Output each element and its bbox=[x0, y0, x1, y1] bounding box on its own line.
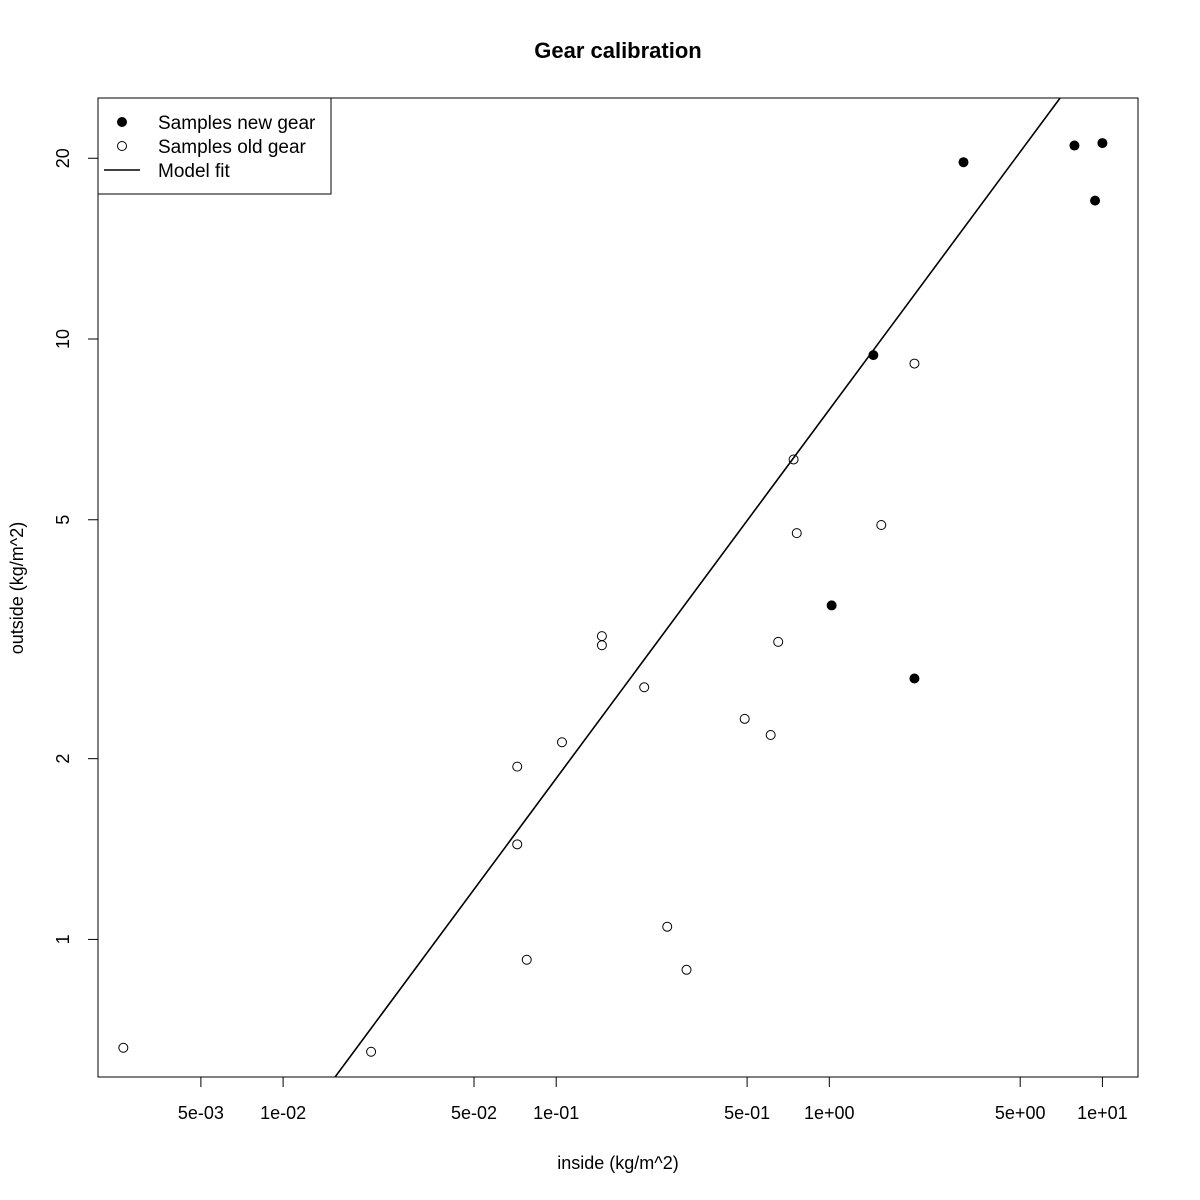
point-old-gear bbox=[512, 839, 523, 850]
legend-filled-circle-icon bbox=[117, 117, 127, 127]
point-old-gear bbox=[788, 454, 799, 465]
plot-frame bbox=[97, 97, 1139, 1078]
x-tick-label: 1e+00 bbox=[804, 1103, 855, 1123]
point-old-gear bbox=[876, 520, 887, 531]
point-old-gear bbox=[639, 682, 650, 693]
y-axis-label: outside (kg/m^2) bbox=[7, 522, 27, 655]
legend-box bbox=[97, 97, 332, 195]
x-tick-label: 1e-02 bbox=[260, 1103, 306, 1123]
y-tick-label: 5 bbox=[53, 515, 73, 525]
y-tick-label: 10 bbox=[53, 329, 73, 349]
chart-title: Gear calibration bbox=[534, 38, 702, 63]
model-fit-line bbox=[334, 98, 1061, 1077]
y-axis: 1 2 5 10 20 bbox=[53, 148, 99, 944]
x-tick-label: 5e-01 bbox=[724, 1103, 770, 1123]
point-new-gear bbox=[826, 600, 837, 611]
point-new-gear bbox=[1069, 140, 1080, 151]
legend-label-model-fit: Model fit bbox=[158, 161, 231, 182]
x-axis-label: inside (kg/m^2) bbox=[557, 1153, 678, 1173]
y-tick-label: 1 bbox=[53, 934, 73, 944]
y-tick-label: 2 bbox=[53, 754, 73, 764]
point-old-gear bbox=[521, 954, 532, 965]
point-new-gear bbox=[909, 673, 920, 684]
point-old-gear bbox=[512, 761, 523, 772]
plot-area bbox=[118, 98, 1108, 1077]
legend: Samples new gear Samples old gear Model … bbox=[97, 97, 332, 195]
point-old-gear bbox=[366, 1046, 377, 1057]
point-new-gear bbox=[1090, 195, 1101, 206]
x-tick-label: 1e-01 bbox=[533, 1103, 579, 1123]
point-old-gear bbox=[909, 358, 920, 369]
point-old-gear bbox=[596, 640, 607, 651]
point-old-gear bbox=[118, 1042, 129, 1053]
legend-open-circle-icon bbox=[117, 141, 127, 151]
x-tick-label: 5e+00 bbox=[995, 1103, 1046, 1123]
point-old-gear bbox=[765, 730, 776, 741]
legend-label-old-gear: Samples old gear bbox=[158, 137, 307, 158]
point-old-gear bbox=[681, 964, 692, 975]
point-old-gear bbox=[556, 737, 567, 748]
point-new-gear bbox=[958, 157, 969, 168]
x-tick-label: 5e-02 bbox=[451, 1103, 497, 1123]
point-new-gear bbox=[1097, 138, 1108, 149]
legend-label-new-gear: Samples new gear bbox=[158, 113, 316, 134]
y-tick-label: 20 bbox=[53, 148, 73, 168]
point-old-gear bbox=[739, 713, 750, 724]
x-axis: 5e-03 1e-02 5e-02 1e-01 5e-01 1e+00 5e+00 1e+01 bbox=[178, 1076, 1128, 1123]
point-old-gear bbox=[596, 631, 607, 642]
point-old-gear bbox=[773, 636, 784, 647]
point-old-gear bbox=[662, 921, 673, 932]
x-tick-label: 5e-03 bbox=[178, 1103, 224, 1123]
x-tick-label: 1e+01 bbox=[1077, 1103, 1128, 1123]
point-old-gear bbox=[791, 528, 802, 539]
